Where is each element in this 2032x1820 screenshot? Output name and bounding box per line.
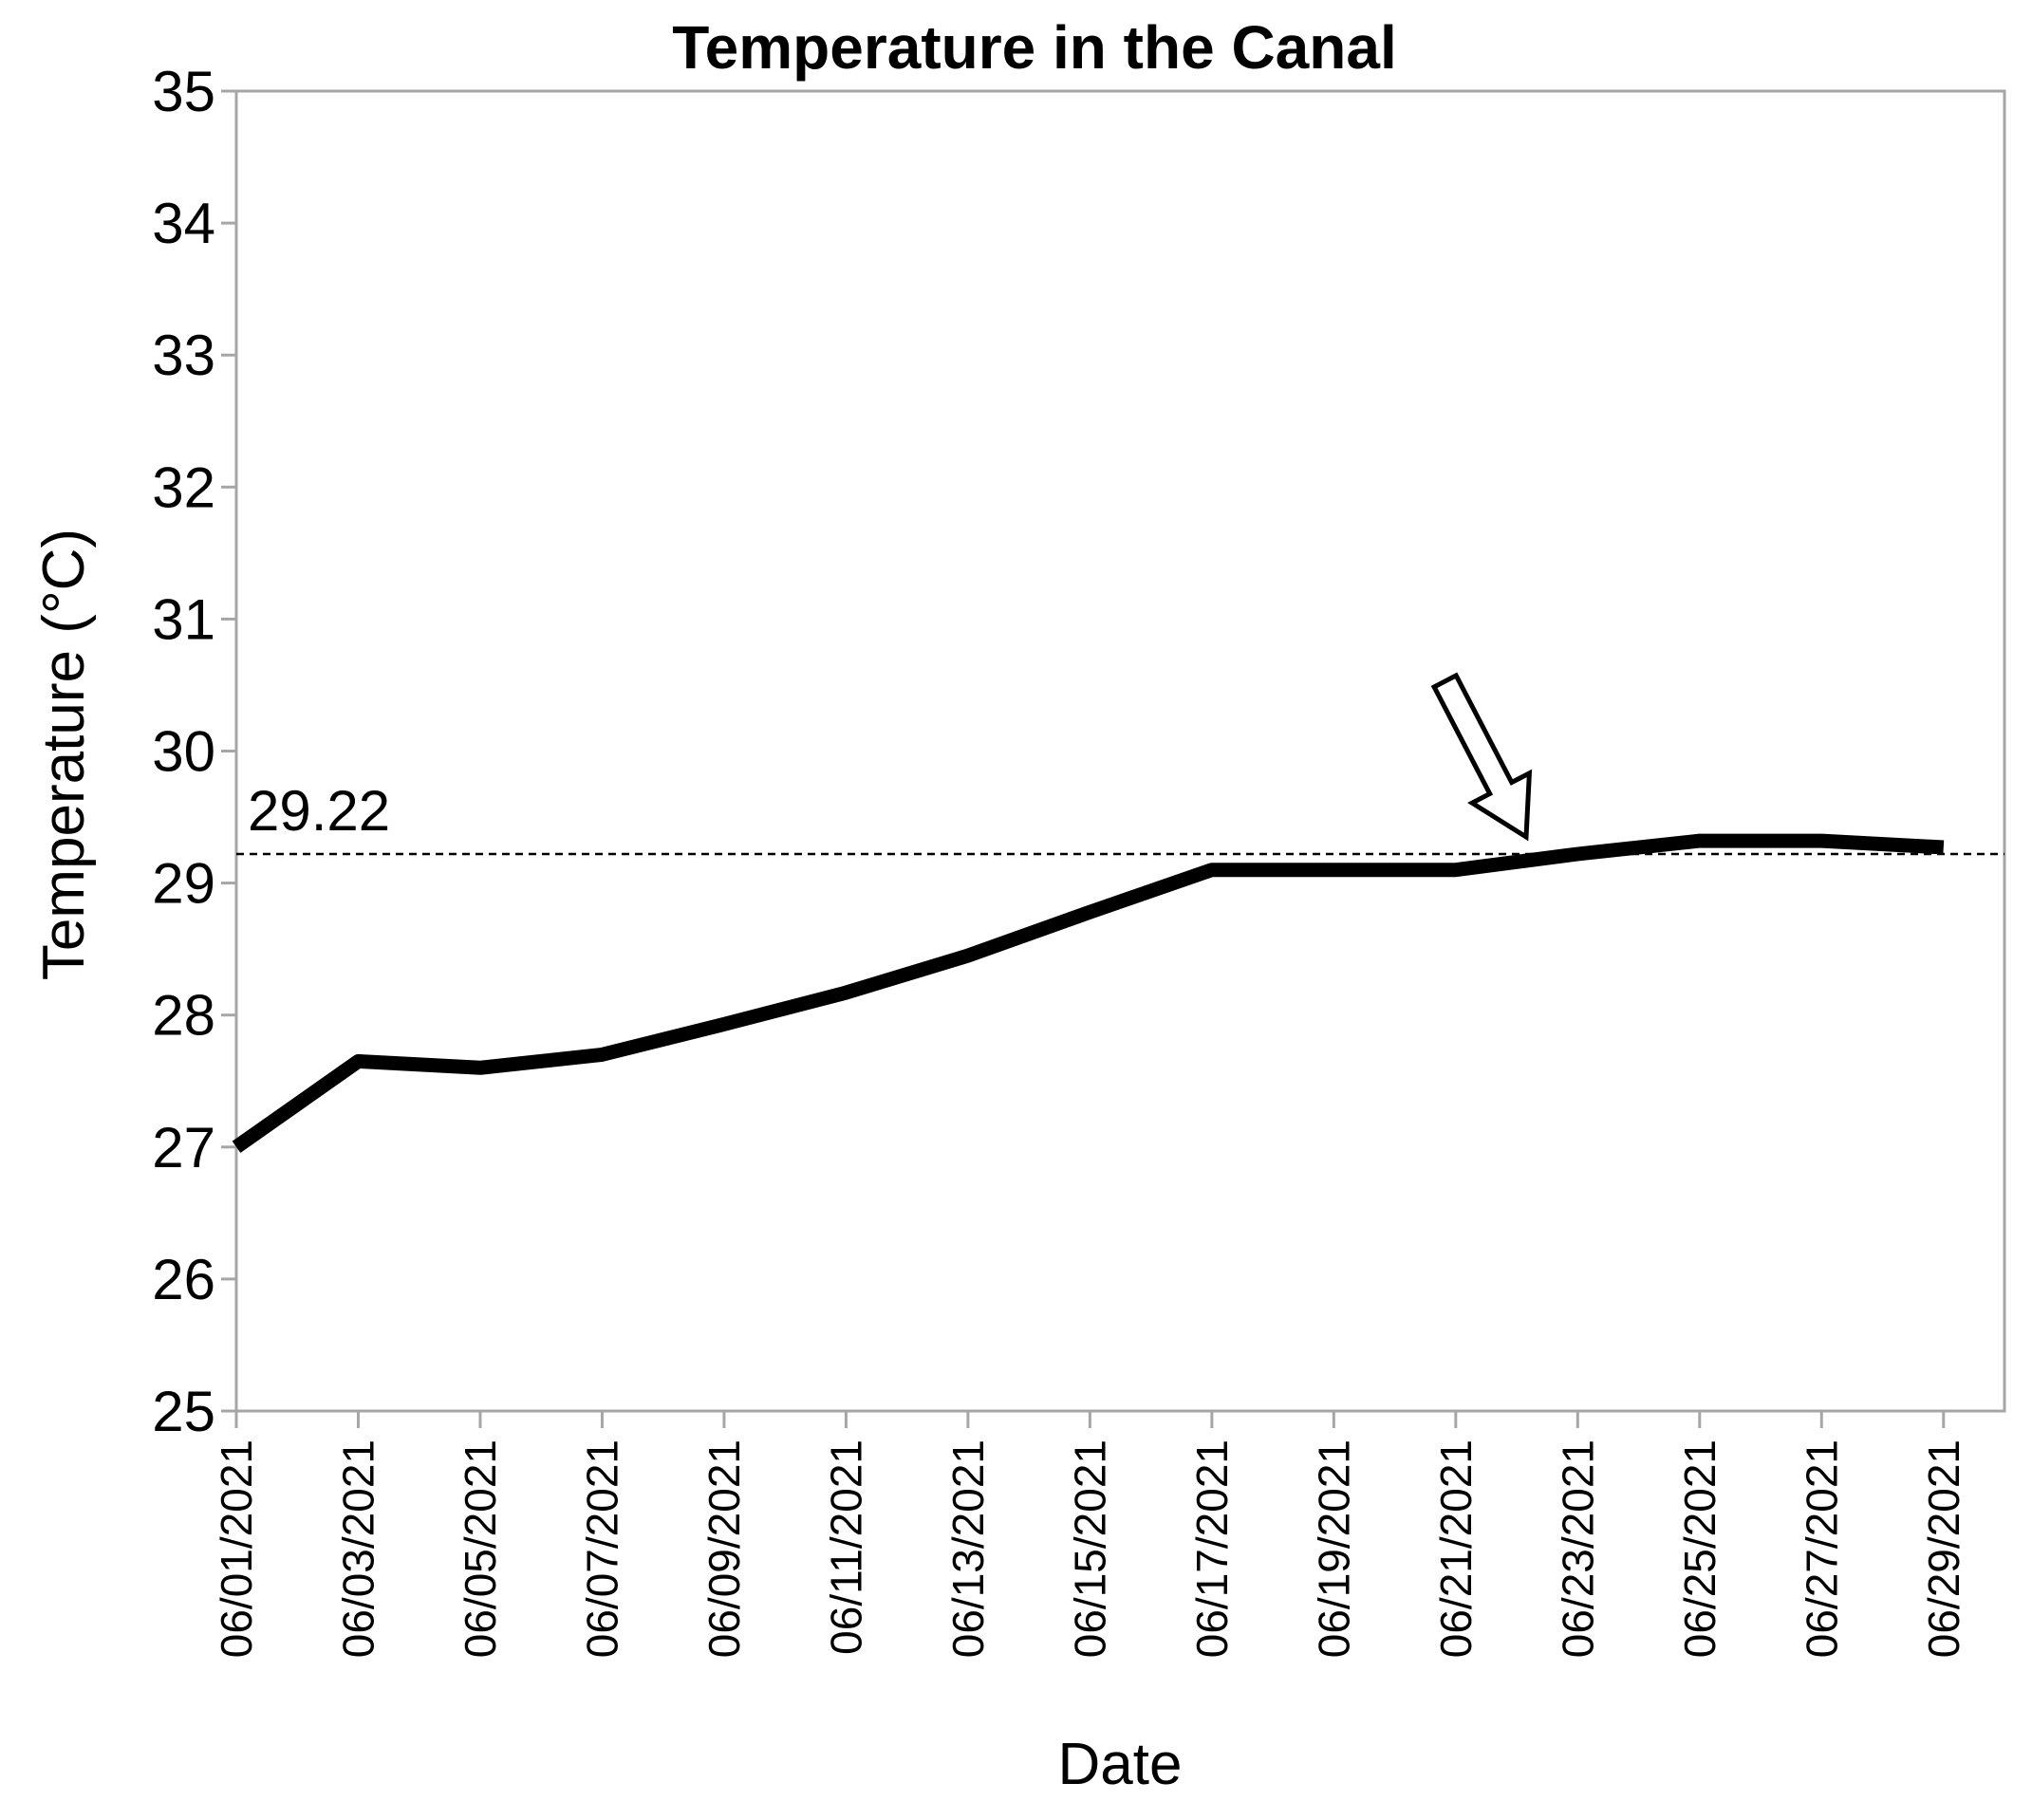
y-axis-label: Temperature (°C) <box>31 529 97 980</box>
arrow-annotation <box>1430 672 1533 842</box>
y-tick-label: 30 <box>152 720 215 784</box>
y-tick-label: 33 <box>152 324 215 387</box>
x-tick-label: 06/13/2021 <box>943 1439 993 1658</box>
reference-line-label: 29.22 <box>248 779 390 843</box>
y-tick-label: 32 <box>152 455 215 519</box>
chart-title: Temperature in the Canal <box>672 13 1396 82</box>
y-tick-label: 27 <box>152 1116 215 1179</box>
x-tick-label: 06/01/2021 <box>212 1439 261 1658</box>
x-tick-label: 06/29/2021 <box>1919 1439 1968 1658</box>
x-tick-label: 06/21/2021 <box>1431 1439 1481 1658</box>
x-tick-label: 06/25/2021 <box>1675 1439 1724 1658</box>
x-tick-label: 06/23/2021 <box>1553 1439 1602 1658</box>
x-tick-label: 06/15/2021 <box>1065 1439 1114 1658</box>
y-tick-label: 28 <box>152 984 215 1048</box>
x-tick-label: 06/27/2021 <box>1797 1439 1846 1658</box>
y-tick-label: 31 <box>152 587 215 651</box>
x-tick-label: 06/19/2021 <box>1309 1439 1358 1658</box>
x-tick-label: 06/09/2021 <box>699 1439 749 1658</box>
x-axis-label: Date <box>1058 1732 1183 1797</box>
y-tick-label: 34 <box>152 192 215 255</box>
y-tick-label: 26 <box>152 1248 215 1311</box>
plot-area-frame <box>234 89 2006 1413</box>
series-line <box>232 833 1945 1153</box>
y-tick-label: 25 <box>152 1380 215 1443</box>
x-tick-label: 06/03/2021 <box>333 1439 382 1658</box>
x-tick-label: 06/11/2021 <box>821 1439 870 1655</box>
x-tick-label: 06/07/2021 <box>577 1439 626 1658</box>
x-tick-label: 06/05/2021 <box>456 1439 505 1658</box>
y-tick-label: 35 <box>152 60 215 123</box>
y-tick-label: 29 <box>152 852 215 916</box>
x-tick-label: 06/17/2021 <box>1187 1439 1237 1658</box>
